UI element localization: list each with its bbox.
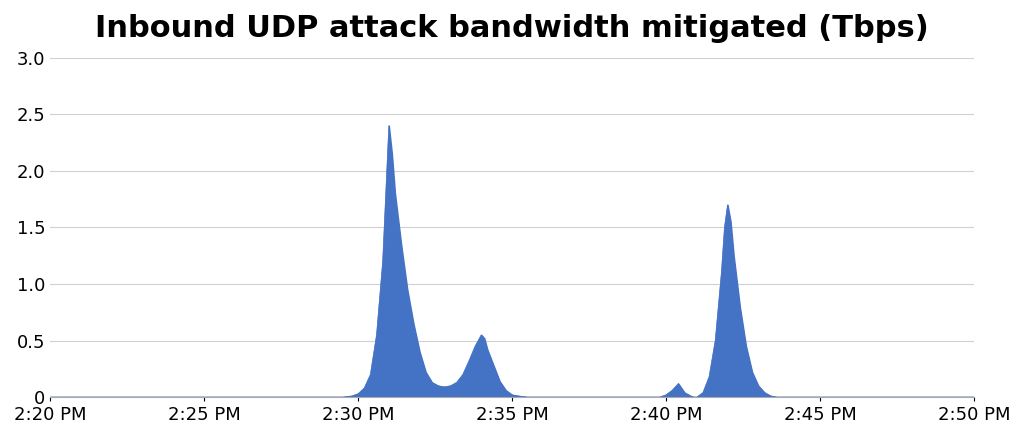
Title: Inbound UDP attack bandwidth mitigated (Tbps): Inbound UDP attack bandwidth mitigated (…: [95, 14, 929, 43]
